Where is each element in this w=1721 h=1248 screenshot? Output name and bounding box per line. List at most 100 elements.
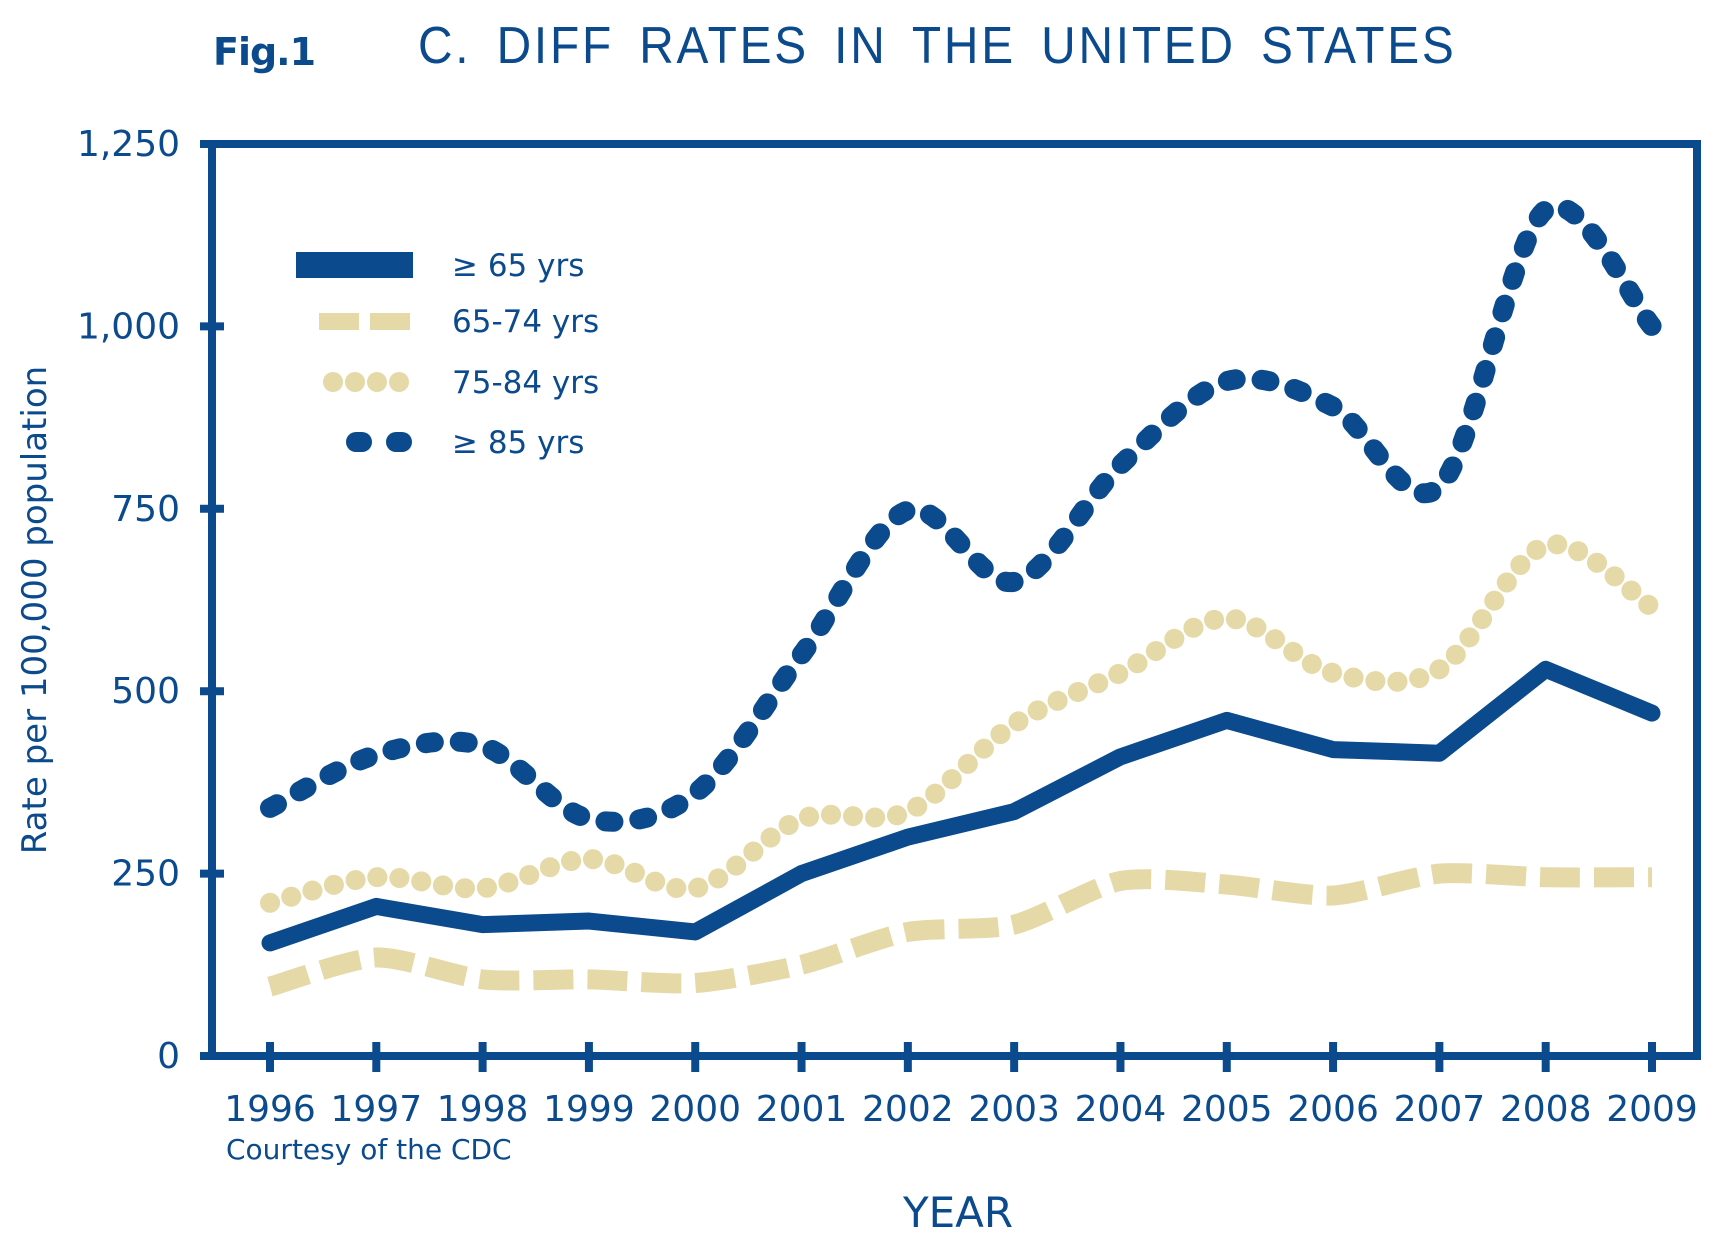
data-point [1329,746,1337,754]
data-point [1116,877,1124,885]
x-axis: 1996 1997 1998 1999 2000 2001 2002 2003 2004 2005… [224,1042,1698,1130]
data-point [479,975,487,983]
legend-swatch-dash [370,313,410,330]
legend-swatch-dash [386,432,412,452]
data-point [372,751,380,759]
data-point [1435,749,1443,757]
legend-label: 75-84 yrs [452,365,599,401]
x-axis-title: YEAR [902,1188,1014,1237]
data-point [1223,716,1231,724]
y-tick-label: 250 [111,854,180,895]
data-point [1435,483,1443,491]
x-tick-label: 2003 [968,1089,1060,1130]
y-tick-label: 0 [157,1036,180,1077]
data-point [1542,206,1550,214]
data-point [585,975,593,983]
legend-label: 65-74 yrs [452,304,599,340]
data-point [585,855,593,863]
legend-swatch-dot [389,372,409,392]
data-point [1542,873,1550,881]
x-tick-label: 2000 [649,1089,741,1130]
data-point [1116,461,1124,469]
data-point [904,928,912,936]
data-point [798,961,806,969]
y-tick-label: 1,000 [77,306,180,347]
y-tick-label: 750 [111,489,180,530]
x-tick-label: 2009 [1606,1089,1698,1130]
data-point [1648,873,1656,881]
data-point [479,742,487,750]
x-tick-label: 1999 [543,1089,635,1130]
data-point [372,873,380,881]
data-point [904,833,912,841]
source-credit: Courtesy of the CDC [226,1133,512,1166]
series-1 [266,863,1656,997]
data-point [1648,603,1656,611]
y-tick-label: 1,250 [77,124,180,165]
data-point [1329,403,1337,411]
legend-item: 65-74 yrs [319,304,599,340]
x-tick-label: 2004 [1075,1089,1167,1130]
legend-swatch-dot [323,372,343,392]
data-point [691,789,699,797]
data-point [479,921,487,929]
legend: ≥ 65 yrs 65-74 yrs 75-84 yrs ≥ 85 yrs [296,248,599,461]
data-point [585,815,593,823]
data-point [1116,669,1124,677]
series-3 [260,196,1662,832]
data-point [904,808,912,816]
chart-title: C. DIFF RATES IN THE UNITED STATES [418,17,1457,75]
x-tick-label: 2008 [1500,1089,1592,1130]
legend-item: ≥ 65 yrs [296,248,584,284]
data-point [904,506,912,514]
data-point [1648,322,1656,330]
legend-swatch-dash [346,432,372,452]
x-tick-label: 2001 [756,1089,848,1130]
data-point [1648,709,1656,717]
data-point [372,902,380,910]
data-point [372,954,380,962]
series-0 [261,660,1661,952]
data-point [1435,665,1443,673]
data-point [1223,377,1231,385]
series-line [267,863,1653,997]
legend-swatch-dot [367,372,387,392]
legend-item: 75-84 yrs [323,365,599,401]
data-point [585,917,593,925]
x-tick-label: 1996 [224,1089,316,1130]
legend-swatch-dash [319,313,359,330]
plot-frame [208,140,1701,1060]
data-point [266,983,274,991]
data-point [1329,891,1337,899]
series-line [261,660,1661,952]
data-point [1223,881,1231,889]
data-point [266,899,274,907]
series-line [260,534,1662,913]
data-point [1329,669,1337,677]
data-point [266,939,274,947]
data-point [1010,578,1018,586]
legend-label: ≥ 65 yrs [452,248,584,284]
data-point [1542,665,1550,673]
data-point [1010,921,1018,929]
data-point [1542,541,1550,549]
data-point [798,651,806,659]
legend-swatch-dot [345,372,365,392]
data-point [1010,808,1018,816]
x-tick-label: 1997 [330,1089,422,1130]
x-tick-label: 2005 [1181,1089,1273,1130]
x-tick-label: 2007 [1394,1089,1486,1130]
data-point [1223,614,1231,622]
data-point [691,884,699,892]
data-point [1435,870,1443,878]
x-tick-label: 2006 [1287,1089,1379,1130]
data-point [1116,753,1124,761]
series-layer [260,196,1662,997]
x-tick-label: 1998 [437,1089,529,1130]
data-point [479,884,487,892]
x-tick-label: 2002 [862,1089,954,1130]
y-axis: 0 250 500 750 1,000 1,250 [77,124,224,1077]
data-point [691,979,699,987]
legend-label: ≥ 85 yrs [452,425,584,461]
